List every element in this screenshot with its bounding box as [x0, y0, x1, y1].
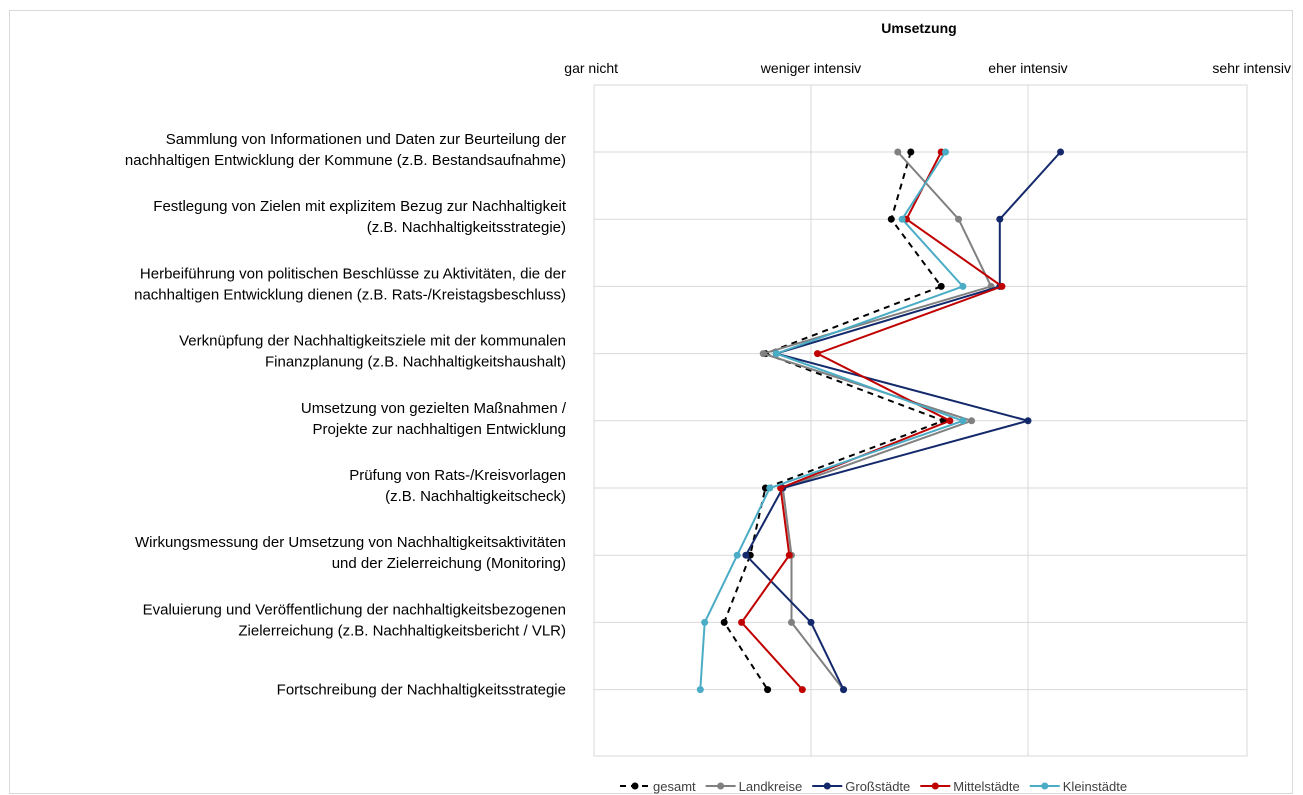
legend-marker: [931, 782, 939, 790]
gridlines: [593, 84, 1248, 757]
legend-label: Großstädte: [845, 779, 910, 794]
category-label: nachhaltigen Entwicklung der Kommune (z.…: [125, 152, 566, 169]
category-label: Finanzplanung (z.B. Nachhaltigkeitshaush…: [265, 354, 566, 371]
legend-item: Großstädte: [812, 779, 910, 794]
data-point: [742, 551, 750, 559]
data-point: [1057, 148, 1065, 156]
data-point: [787, 618, 795, 626]
data-point: [996, 215, 1004, 223]
category-label: Festlegung von Zielen mit explizitem Bez…: [153, 198, 567, 215]
category-label: und der Zielerreichung (Monitoring): [332, 555, 566, 572]
category-label: (z.B. Nachhaltigkeitscheck): [385, 488, 566, 505]
category-label: Evaluierung und Veröffentlichung der nac…: [143, 601, 566, 618]
data-point: [937, 282, 945, 290]
category-label: Zielerreichung (z.B. Nachhaltigkeitsberi…: [238, 622, 566, 639]
category-label: Umsetzung von gezielten Maßnahmen /: [301, 400, 567, 417]
data-point: [840, 686, 848, 694]
category-label: Verknüpfung der Nachhaltigkeitsziele mit…: [179, 333, 566, 350]
data-point: [814, 350, 822, 358]
legend-label: Mittelstädte: [953, 779, 1019, 794]
data-point: [759, 350, 767, 358]
category-label: Wirkungsmessung der Umsetzung von Nachha…: [135, 534, 566, 551]
data-point: [998, 282, 1006, 290]
legend-marker: [717, 782, 725, 790]
data-point: [946, 417, 954, 425]
data-point: [942, 148, 950, 156]
series-mittelstädte: [738, 148, 1006, 694]
data-point: [959, 417, 967, 425]
data-point: [701, 618, 709, 626]
x-tick-label: gar nicht: [564, 60, 618, 76]
data-point: [733, 551, 741, 559]
category-label: Prüfung von Rats-/Kreisvorlagen: [349, 467, 566, 484]
x-tick-label: weniger intensiv: [760, 60, 861, 76]
data-point: [955, 215, 963, 223]
series-kleinstädte: [696, 148, 967, 694]
chart-frame: [9, 10, 1293, 794]
legend-label: Kleinstädte: [1063, 779, 1127, 794]
data-point: [898, 215, 906, 223]
legend-item: gesamt: [620, 779, 696, 794]
x-tick-label: sehr intensiv: [1212, 60, 1291, 76]
data-point: [907, 148, 915, 156]
data-point: [887, 215, 895, 223]
legend: gesamt Landkreise Großstädte Mittelstädte Kl…: [620, 779, 1127, 794]
data-point: [720, 618, 728, 626]
data-point: [894, 148, 902, 156]
category-label: Projekte zur nachhaltigen Entwicklung: [313, 421, 566, 438]
legend-marker: [1041, 782, 1049, 790]
category-label: Sammlung von Informationen und Daten zur…: [166, 131, 566, 148]
series-layer: [696, 148, 1065, 694]
category-label: Herbeiführung von politischen Beschlüsse…: [140, 265, 566, 282]
data-point: [696, 686, 704, 694]
data-point: [738, 618, 746, 626]
data-point: [959, 282, 967, 290]
data-point: [766, 484, 774, 492]
legend-item: Mittelstädte: [920, 779, 1020, 794]
legend-label: Landkreise: [739, 779, 803, 794]
data-point: [1024, 417, 1032, 425]
x-tick-label: eher intensiv: [988, 60, 1067, 76]
category-labels: Sammlung von Informationen und Daten zur…: [125, 131, 567, 699]
legend-marker: [631, 782, 639, 790]
data-point: [798, 686, 806, 694]
data-point: [785, 551, 793, 559]
category-label: nachhaltigen Entwicklung dienen (z.B. Ra…: [134, 286, 566, 303]
data-point: [772, 350, 780, 358]
data-point: [968, 417, 976, 425]
data-point: [777, 484, 785, 492]
legend-item: Landkreise: [705, 779, 803, 794]
legend-marker: [823, 782, 831, 790]
data-point: [807, 618, 815, 626]
legend-item: Kleinstädte: [1029, 779, 1127, 794]
legend-label: gesamt: [653, 779, 696, 794]
data-point: [764, 686, 772, 694]
axis-title: Umsetzung: [881, 20, 956, 36]
category-label: Fortschreibung der Nachhaltigkeitsstrate…: [277, 682, 566, 699]
x-tick-labels: gar nicht weniger intensiv eher intensiv se…: [564, 60, 1291, 76]
category-label: (z.B. Nachhaltigkeitsstrategie): [367, 219, 566, 236]
